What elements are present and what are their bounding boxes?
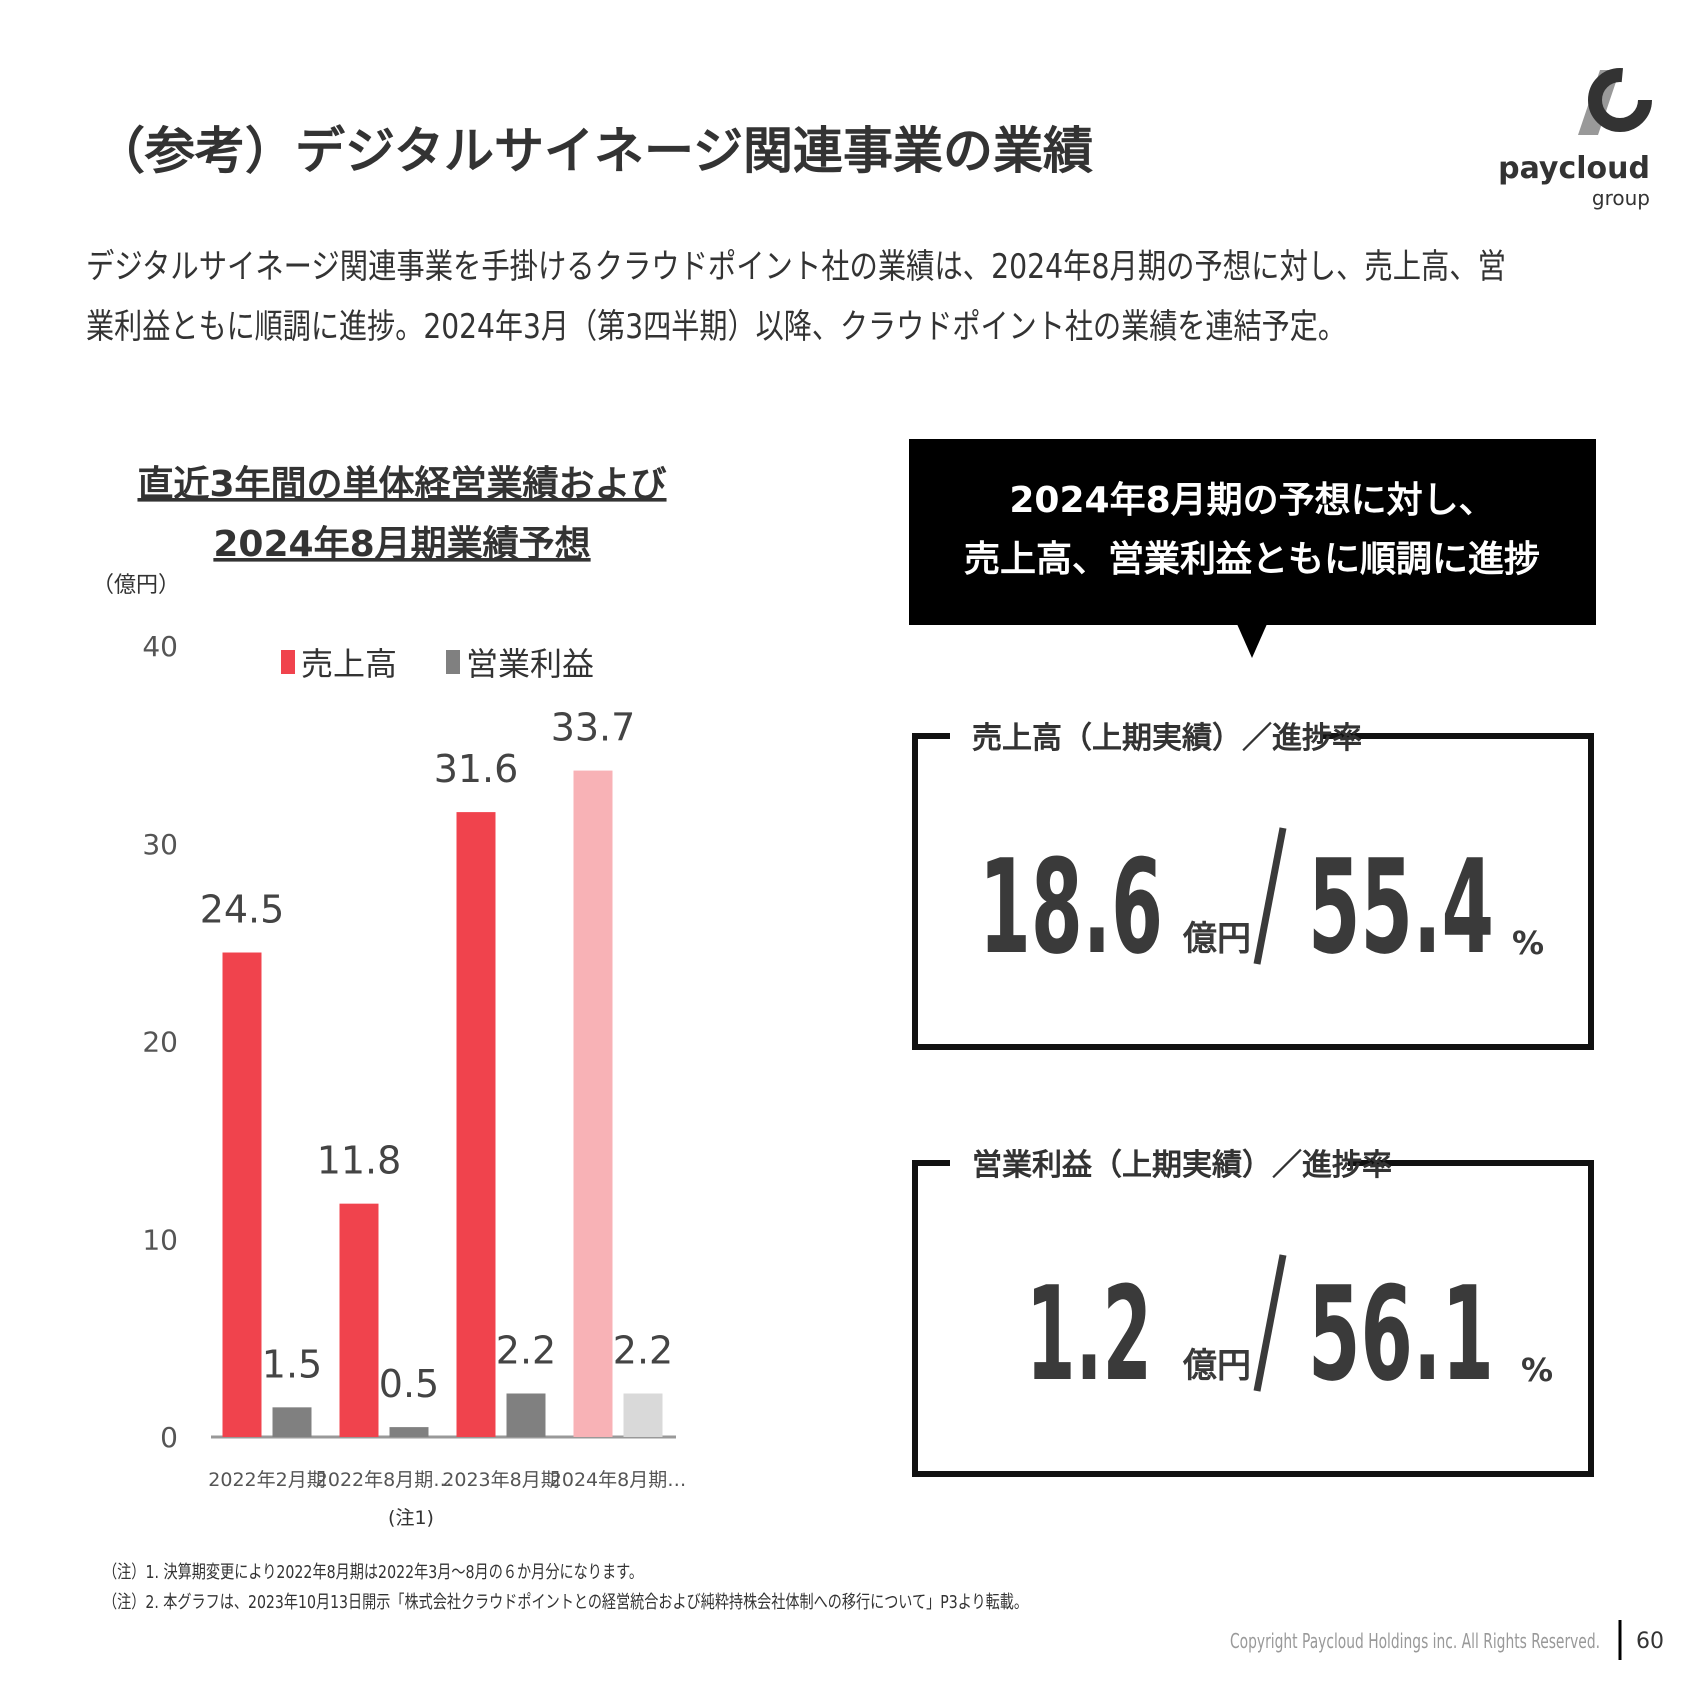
box-value: 18.6 — [979, 831, 1163, 983]
value-label: 1.5 — [262, 1342, 322, 1386]
callout-text: 2024年8月期の予想に対し、 — [1009, 480, 1494, 521]
y-tick-label: 20 — [142, 1026, 178, 1059]
y-tick-label: 0 — [160, 1421, 178, 1454]
y-tick-label: 30 — [142, 828, 178, 861]
body-text: 業利益ともに順調に進捗。2024年3月（第3四半期）以降、クラウドポイント社の業… — [86, 307, 1346, 347]
x-tick-label: 2022年8月期… — [316, 1469, 452, 1491]
box-value: 1.2 — [1026, 1258, 1152, 1410]
bar — [222, 952, 262, 1437]
legend-label: 営業利益 — [466, 645, 594, 683]
bar — [456, 812, 496, 1437]
note: （注）2. 本グラフは、2023年10月13日開示「株式会社クラウドポイントとの… — [103, 1592, 1028, 1613]
legend-label: 売上高 — [301, 645, 397, 683]
box-rate-unit: % — [1512, 924, 1544, 962]
box-heading: 売上高（上期実績）／進捗率 — [972, 721, 1362, 756]
heading-gap — [950, 726, 1320, 746]
copyright: Copyright Paycloud Holdings inc. All Rig… — [1230, 1629, 1600, 1653]
value-label: 2.2 — [613, 1328, 673, 1372]
callout-text: 売上高、営業利益ともに順調に進捗 — [964, 539, 1540, 580]
box-heading: 営業利益（上期実績）／進捗率 — [972, 1148, 1392, 1183]
note: （注）1. 決算期変更により2022年8月期は2022年3月～8月の６か月分にな… — [103, 1562, 643, 1583]
annotation: (注1) — [388, 1507, 434, 1529]
bar — [339, 1203, 379, 1437]
slash — [1253, 1254, 1287, 1392]
x-tick-label: 2023年8月期 — [442, 1469, 559, 1491]
logo-text: group — [1592, 186, 1650, 210]
value-label: 11.8 — [317, 1139, 402, 1183]
box-unit: 億円 — [1182, 1346, 1251, 1386]
x-tick-label: 2024年8月期… — [550, 1469, 686, 1491]
box-rate: 55.4 — [1308, 831, 1494, 983]
box-rate-unit: % — [1521, 1351, 1553, 1389]
logo-mark — [1588, 68, 1652, 132]
heading-gap — [950, 1153, 1348, 1173]
value-label: 2.2 — [496, 1328, 556, 1372]
callout-pointer — [1237, 624, 1267, 658]
y-tick-label: 10 — [142, 1223, 178, 1256]
x-tick-label: 2022年2月期 — [208, 1469, 325, 1491]
box-rate: 56.1 — [1308, 1258, 1494, 1410]
page-number: 60 — [1636, 1629, 1664, 1654]
body-text: デジタルサイネージ関連事業を手掛けるクラウドポイント社の業績は、2024年8月期… — [86, 247, 1506, 287]
logo-text: paycloud — [1498, 151, 1650, 186]
y-tick-label: 40 — [142, 630, 178, 663]
y-axis-label: （億円） — [92, 573, 180, 598]
chart-title: 2024年8月期業績予想 — [213, 524, 590, 565]
bar — [272, 1407, 312, 1437]
callout-box — [909, 439, 1596, 625]
legend-swatch — [446, 650, 460, 674]
bar — [623, 1393, 663, 1437]
slash — [1253, 827, 1287, 965]
value-label: 0.5 — [379, 1362, 439, 1406]
box-unit: 億円 — [1182, 919, 1251, 959]
value-label: 33.7 — [551, 706, 636, 750]
legend-swatch — [281, 650, 295, 674]
title: （参考）デジタルサイネージ関連事業の業績 — [95, 122, 1093, 180]
bar — [573, 770, 613, 1437]
value-label: 31.6 — [434, 747, 519, 791]
bar — [506, 1393, 546, 1437]
chart-title: 直近3年間の単体経営業績および — [137, 464, 666, 505]
bar — [389, 1427, 429, 1437]
value-label: 24.5 — [200, 888, 285, 932]
